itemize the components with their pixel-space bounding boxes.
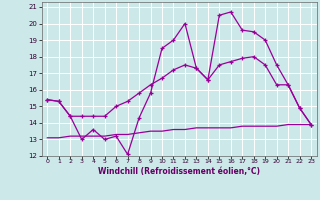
X-axis label: Windchill (Refroidissement éolien,°C): Windchill (Refroidissement éolien,°C) [98,167,260,176]
